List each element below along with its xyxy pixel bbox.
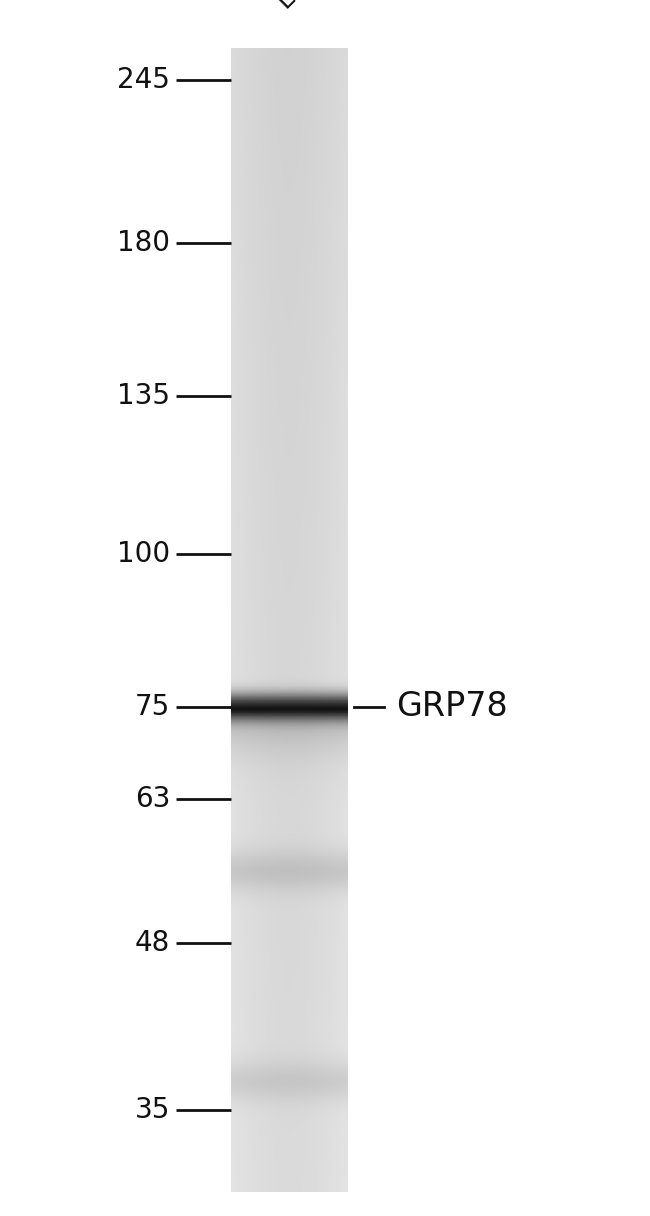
Text: Liver: Liver (272, 0, 333, 12)
Text: 63: 63 (135, 786, 170, 814)
Text: 245: 245 (118, 66, 170, 94)
Text: 35: 35 (135, 1096, 170, 1124)
Text: 75: 75 (135, 693, 170, 721)
Text: 180: 180 (117, 230, 170, 258)
Text: GRP78: GRP78 (396, 691, 508, 724)
Text: 100: 100 (117, 540, 170, 568)
Text: 135: 135 (117, 382, 170, 410)
Bar (231, 49, 348, 1192)
Text: 48: 48 (135, 929, 170, 957)
